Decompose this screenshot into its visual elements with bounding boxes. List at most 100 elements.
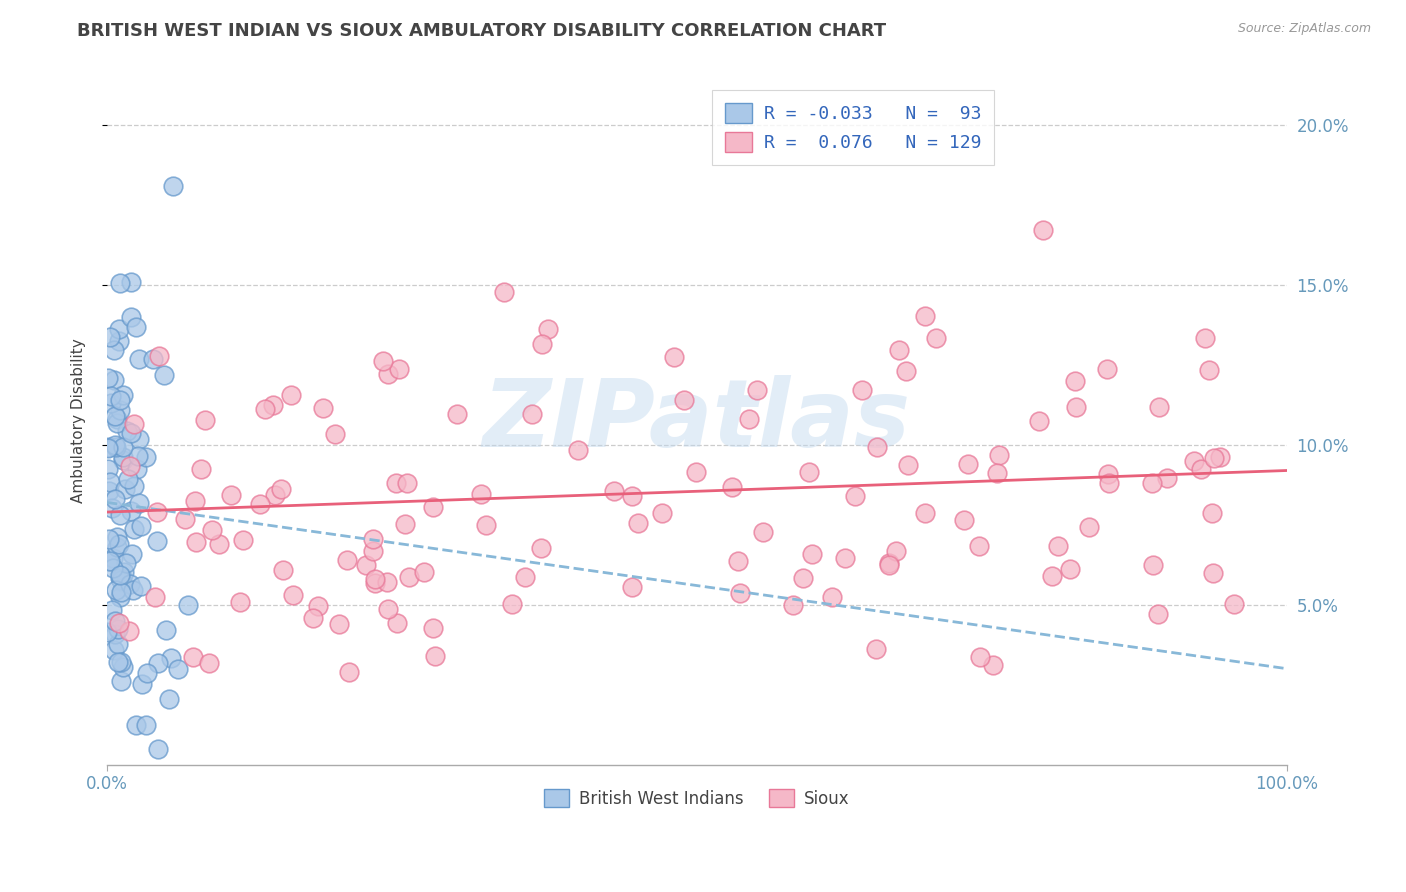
Point [626, 516, 648, 530]
Point [373, 354, 395, 368]
Legend: British West Indians, Sioux: British West Indians, Sioux [537, 782, 856, 814]
Point [122, 582, 145, 597]
Point [475, 517, 498, 532]
Point [194, 413, 217, 427]
Point [157, 691, 180, 706]
Point [1066, 400, 1088, 414]
Point [1040, 569, 1063, 583]
Point [120, 276, 142, 290]
Point [98, 475, 121, 489]
Point [302, 610, 325, 624]
Point [128, 432, 150, 446]
Point [105, 541, 128, 555]
Point [125, 718, 148, 732]
Point [385, 615, 408, 630]
Point [1201, 507, 1223, 521]
Point [621, 580, 644, 594]
Point [844, 489, 866, 503]
Text: Source: ZipAtlas.com: Source: ZipAtlas.com [1237, 22, 1371, 36]
Point [129, 579, 152, 593]
Point [115, 557, 138, 571]
Point [501, 598, 523, 612]
Point [398, 570, 420, 584]
Point [162, 178, 184, 193]
Point [201, 523, 224, 537]
Point [108, 334, 131, 348]
Point [422, 500, 444, 514]
Point [103, 373, 125, 387]
Point [800, 547, 823, 561]
Point [167, 662, 190, 676]
Point [115, 424, 138, 438]
Point [104, 615, 127, 629]
Point [422, 622, 444, 636]
Point [363, 532, 385, 546]
Point [114, 482, 136, 496]
Point [184, 535, 207, 549]
Point [232, 533, 254, 547]
Point [866, 440, 889, 454]
Point [384, 476, 406, 491]
Point [101, 550, 124, 565]
Point [969, 649, 991, 664]
Point [323, 427, 346, 442]
Point [105, 441, 128, 455]
Point [107, 655, 129, 669]
Point [281, 588, 304, 602]
Point [336, 553, 359, 567]
Point [280, 388, 302, 402]
Point [111, 387, 134, 401]
Point [110, 573, 132, 587]
Point [118, 458, 141, 473]
Point [1147, 607, 1170, 621]
Point [135, 718, 157, 732]
Point [127, 449, 149, 463]
Point [107, 322, 129, 336]
Point [354, 558, 377, 573]
Point [884, 543, 907, 558]
Point [108, 536, 131, 550]
Point [377, 367, 399, 381]
Point [446, 407, 468, 421]
Point [105, 582, 128, 597]
Point [98, 533, 121, 547]
Point [128, 496, 150, 510]
Point [307, 599, 329, 614]
Point [262, 398, 284, 412]
Point [270, 482, 292, 496]
Point [125, 462, 148, 476]
Point [364, 575, 387, 590]
Point [107, 622, 129, 636]
Point [104, 491, 127, 506]
Point [110, 655, 132, 669]
Point [184, 494, 207, 508]
Point [112, 565, 135, 579]
Point [117, 472, 139, 486]
Point [728, 586, 751, 600]
Point [721, 480, 744, 494]
Point [101, 603, 124, 617]
Point [128, 351, 150, 366]
Point [142, 351, 165, 366]
Point [122, 417, 145, 431]
Point [104, 409, 127, 423]
Point [364, 572, 387, 586]
Point [865, 642, 887, 657]
Point [253, 401, 276, 416]
Point [1095, 361, 1118, 376]
Point [159, 651, 181, 665]
Point [377, 601, 399, 615]
Point [834, 551, 856, 566]
Point [1194, 330, 1216, 344]
Point [177, 598, 200, 612]
Point [249, 496, 271, 510]
Point [1078, 520, 1101, 534]
Point [395, 476, 418, 491]
Point [111, 441, 134, 455]
Point [219, 488, 242, 502]
Point [425, 648, 447, 663]
Point [148, 349, 170, 363]
Point [520, 407, 543, 421]
Point [412, 565, 434, 579]
Point [181, 649, 204, 664]
